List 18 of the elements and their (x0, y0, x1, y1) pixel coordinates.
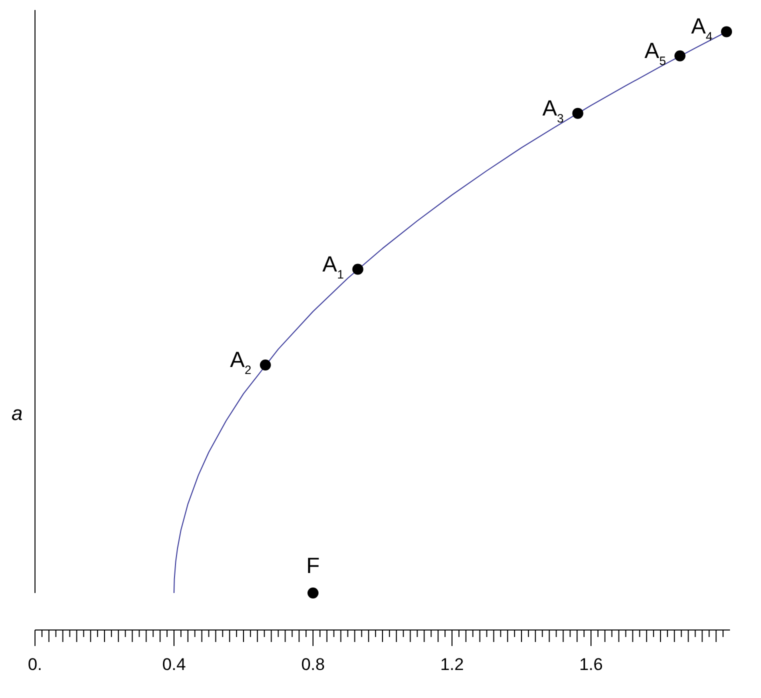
point (308, 588, 318, 598)
x-tick-label: 0.8 (301, 655, 325, 674)
point (572, 108, 584, 119)
annotation: A$_{1}$ (322, 251, 344, 282)
point (721, 26, 732, 38)
x-tick-label: 1.2 (440, 655, 464, 674)
x-tick-label: 0. (28, 655, 42, 674)
annotation: F (306, 553, 320, 578)
point (352, 264, 364, 275)
y-axis-title: a (11, 403, 23, 425)
annotation: A$_{2}$ (230, 346, 252, 377)
annotation: A$_{3}$ (542, 95, 564, 126)
annotation: A$_{5}$ (644, 38, 666, 68)
annotation: A$_{4}$ (691, 14, 713, 44)
point (260, 359, 271, 370)
point (674, 50, 686, 62)
x-tick-label: 1.6 (579, 655, 603, 674)
x-tick-label: 0.4 (162, 655, 186, 674)
